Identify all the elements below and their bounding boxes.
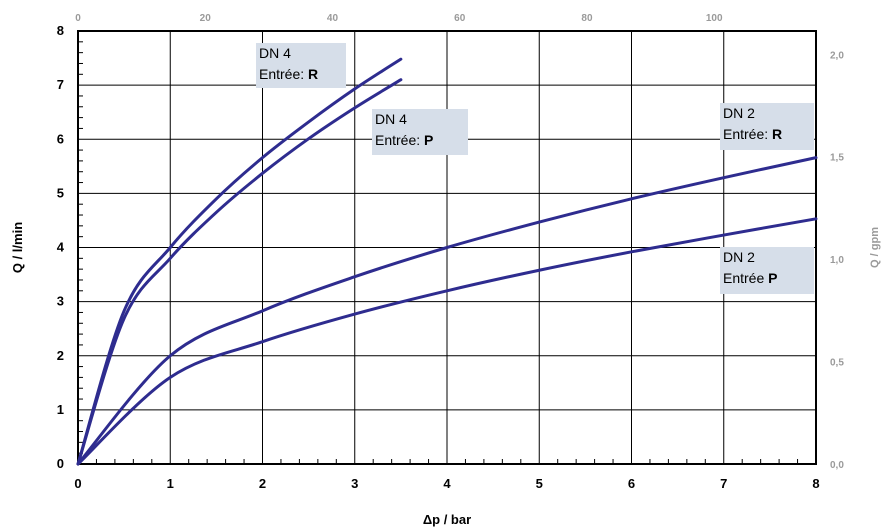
x-tick-label: 5 <box>536 476 543 491</box>
series-label-box <box>372 109 468 155</box>
x2-tick-label: 0 <box>75 13 81 24</box>
x2-tick-label: 60 <box>454 13 466 24</box>
series-label-inlet-code: R <box>772 126 782 142</box>
series-label-line1: DN 4 <box>375 111 407 127</box>
y-tick-label: 2 <box>57 348 64 363</box>
y2-tick-label: 1,0 <box>830 255 844 266</box>
y-tick-label: 5 <box>57 185 64 200</box>
series-line-dn4p <box>76 78 403 466</box>
y-tick-label: 6 <box>57 131 64 146</box>
x2-tick-labels: 0 20 40 60 80 100 <box>75 13 723 24</box>
series-label-inlet-text: Entrée <box>723 270 768 286</box>
series-label-box <box>720 247 814 294</box>
x-tick-labels: 0 1 2 3 4 5 6 7 8 <box>74 476 819 491</box>
x-tick-label: 1 <box>167 476 174 491</box>
series-line-dn2p <box>76 217 818 466</box>
series-label-inlet-text: Entrée: <box>723 126 772 142</box>
series-lines <box>76 57 818 466</box>
series-label-line1: DN 2 <box>723 105 755 121</box>
y2-tick-label: 0,5 <box>830 358 844 369</box>
y-tick-label: 4 <box>57 240 65 255</box>
y2-axis-title: Q / gpm <box>869 227 881 268</box>
series-label-box <box>720 103 814 150</box>
y-tick-label: 3 <box>57 294 64 309</box>
x-tick-label: 2 <box>259 476 266 491</box>
series-label-line1: DN 2 <box>723 249 755 265</box>
x-tick-label: 4 <box>443 476 451 491</box>
y-tick-label: 7 <box>57 77 64 92</box>
series-label-line1: DN 4 <box>259 45 291 61</box>
x2-tick-label: 80 <box>581 13 593 24</box>
series-label-inlet-text: Entrée: <box>259 66 308 82</box>
x-tick-label: 0 <box>74 476 81 491</box>
x2-tick-label: 40 <box>327 13 339 24</box>
y-tick-labels: 0 1 2 3 4 5 6 7 8 <box>57 23 65 471</box>
series-label-inlet-code: R <box>308 66 318 82</box>
x2-tick-label: 100 <box>706 13 723 24</box>
series-label-inlet-code: P <box>768 270 777 286</box>
minor-ticks <box>78 41 799 464</box>
x-tick-label: 7 <box>720 476 727 491</box>
series-label-line2: Entrée P <box>723 270 777 286</box>
series-label-line2: Entrée: R <box>723 126 782 142</box>
series-label-box <box>256 43 346 88</box>
y-tick-label: 0 <box>57 456 64 471</box>
y2-tick-labels: 0,0 0,5 1,0 1,5 2,0 <box>830 50 844 471</box>
x-tick-label: 3 <box>351 476 358 491</box>
series-label-line2: Entrée: P <box>375 132 433 148</box>
y-tick-label: 8 <box>57 23 64 38</box>
x-tick-label: 8 <box>812 476 819 491</box>
series-label-inlet-text: Entrée: <box>375 132 424 148</box>
y-tick-label: 1 <box>57 402 64 417</box>
x-axis-title: Δp / bar <box>423 512 471 527</box>
series-label-line2: Entrée: R <box>259 66 318 82</box>
x-tick-label: 6 <box>628 476 635 491</box>
y2-tick-label: 1,5 <box>830 153 844 164</box>
series-line-dn2r <box>76 156 818 466</box>
y-axis-title: Q / l/min <box>10 222 25 273</box>
y2-tick-label: 2,0 <box>830 50 844 61</box>
x2-tick-label: 20 <box>200 13 212 24</box>
series-label-inlet-code: P <box>424 132 433 148</box>
y2-tick-label: 0,0 <box>830 460 844 471</box>
plot-frame <box>77 30 817 465</box>
series-labels: DN 4 Entrée: R DN 4 Entrée: P DN 2 Entrée: R D… <box>256 43 814 294</box>
